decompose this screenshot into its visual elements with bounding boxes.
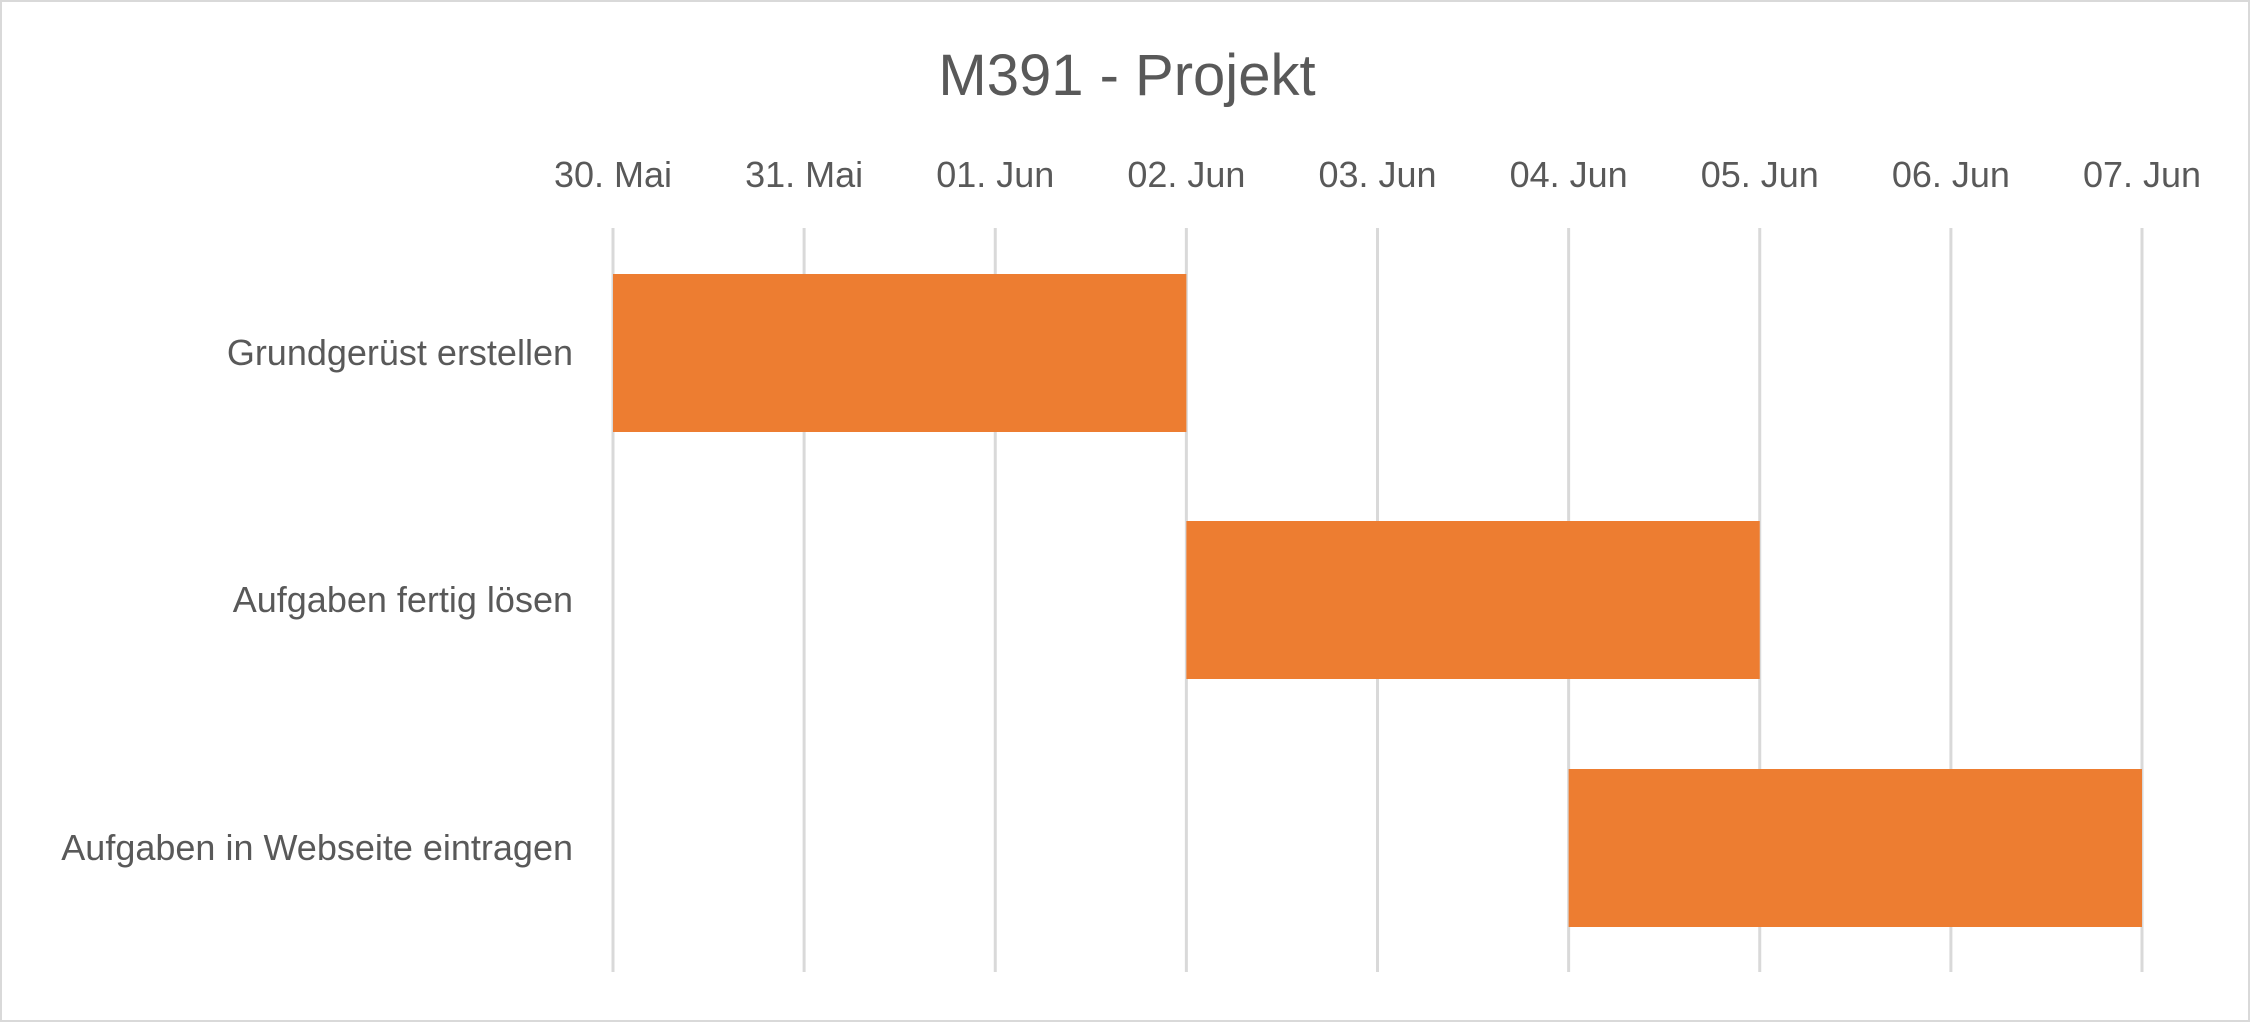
task-label: Aufgaben in Webseite eintragen (61, 827, 573, 868)
x-tick-label: 02. Jun (1127, 154, 1245, 195)
task-label: Grundgerüst erstellen (227, 332, 573, 373)
task-label: Aufgaben fertig lösen (233, 579, 573, 620)
x-tick-label: 04. Jun (1510, 154, 1628, 195)
x-axis-tick-labels: 30. Mai 31. Mai 01. Jun 02. Jun 03. Jun 04. J… (554, 154, 2201, 195)
chart-title: M391 - Projekt (938, 43, 1315, 108)
x-tick-label: 01. Jun (936, 154, 1054, 195)
task-bar (1186, 521, 1760, 679)
task-labels: Grundgerüst erstellen Aufgaben fertig lös… (61, 332, 573, 868)
task-bar (1568, 769, 2142, 927)
x-tick-label: 31. Mai (745, 154, 863, 195)
task-bar (613, 274, 1187, 432)
task-bars (613, 274, 2142, 927)
x-tick-label: 03. Jun (1318, 154, 1436, 195)
x-tick-label: 06. Jun (1892, 154, 2010, 195)
x-tick-label: 05. Jun (1701, 154, 1819, 195)
x-tick-label: 30. Mai (554, 154, 672, 195)
x-tick-label: 07. Jun (2083, 154, 2201, 195)
